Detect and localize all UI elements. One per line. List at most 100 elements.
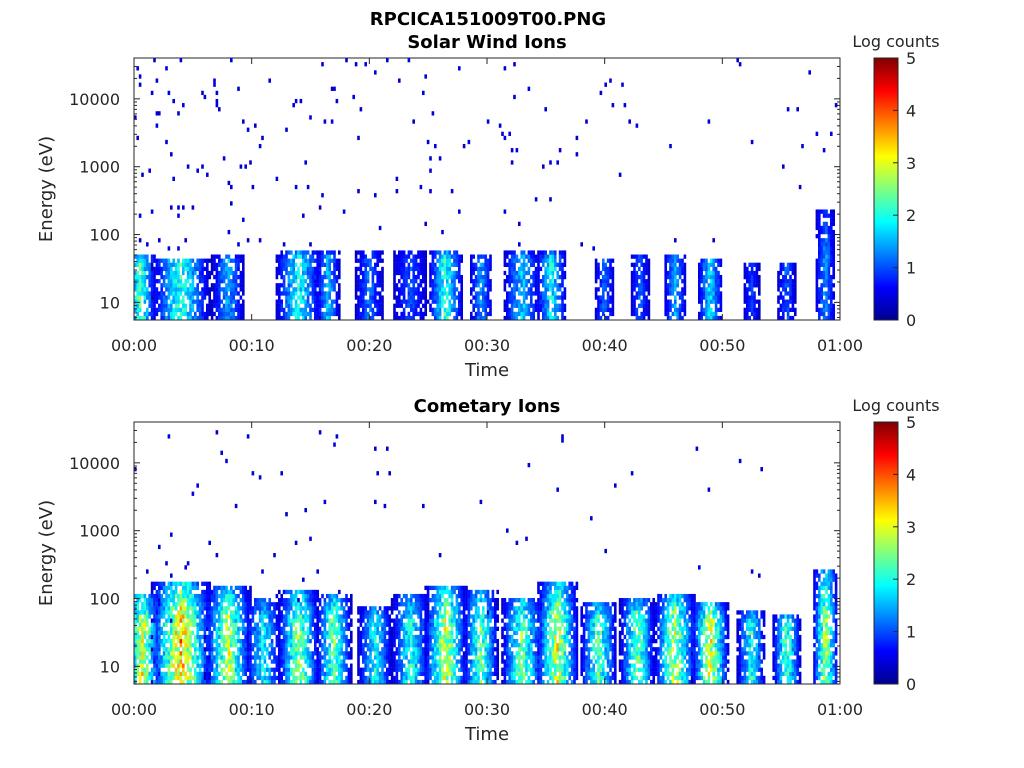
- spectrogram-cell: [786, 311, 790, 317]
- spectrogram-cell: [472, 270, 475, 276]
- spectrogram-cell: [611, 274, 615, 280]
- spectrogram-cell: [146, 266, 149, 272]
- spectrogram-cell: [594, 287, 598, 292]
- spectrogram-cell: [141, 622, 144, 627]
- spectrogram-cell: [182, 614, 185, 619]
- spectrogram-cell: [395, 262, 399, 267]
- spectrogram-cell: [263, 655, 267, 660]
- spectrogram-cell: [371, 643, 375, 648]
- spectrogram-cell: [208, 540, 211, 546]
- spectrogram-cell: [640, 258, 643, 263]
- spectrogram-cell: [664, 295, 667, 300]
- spectrogram-cell: [594, 266, 598, 272]
- spectrogram-cell: [405, 254, 408, 259]
- spectrogram-cell: [311, 291, 315, 296]
- spectrogram-cell: [424, 254, 427, 259]
- spectrogram-cell: [182, 651, 185, 656]
- spectrogram-cell: [455, 270, 459, 276]
- spectrogram-cell: [350, 634, 353, 640]
- spectrogram-cell: [153, 311, 156, 317]
- spectrogram-cell: [635, 315, 639, 321]
- spectrogram-cell: [213, 667, 216, 672]
- spectrogram-cell: [198, 598, 202, 603]
- spectrogram-cell: [141, 655, 144, 660]
- spectrogram-cell: [282, 254, 286, 259]
- spectrogram-cell: [340, 626, 343, 631]
- spectrogram-cell: [287, 279, 291, 284]
- spectrogram-cell: [702, 291, 706, 296]
- spectrogram-cell: [174, 614, 178, 619]
- spectrogram-cell: [474, 262, 478, 267]
- spectrogram-cell: [750, 270, 754, 276]
- spectrogram-cell: [750, 287, 754, 292]
- spectrogram-cell: [210, 614, 214, 619]
- spectrogram-cell: [354, 254, 358, 259]
- spectrogram-cell: [753, 274, 756, 280]
- spectrogram-cell: [242, 274, 245, 280]
- colorbar-tick-label: 5: [906, 49, 916, 68]
- spectrogram-cell: [369, 618, 372, 623]
- spectrogram-cell: [597, 303, 600, 308]
- spectrogram-cell: [386, 622, 389, 627]
- spectrogram-cell: [165, 589, 168, 595]
- spectrogram-cell: [438, 279, 442, 284]
- spectrogram-cell: [309, 606, 312, 611]
- spectrogram-cell: [707, 315, 711, 321]
- spectrogram-cell: [292, 598, 295, 603]
- spectrogram-cell: [640, 299, 643, 304]
- spectrogram-cell: [143, 593, 147, 599]
- spectrogram-cell: [681, 299, 684, 304]
- spectrogram-cell: [340, 634, 343, 640]
- spectrogram-cell: [710, 279, 713, 284]
- spectrogram-cell: [326, 274, 329, 280]
- spectrogram-cell: [218, 655, 221, 660]
- spectrogram-cell: [196, 295, 199, 300]
- spectrogram-cell: [354, 303, 358, 308]
- spectrogram-cell: [628, 119, 631, 124]
- spectrogram-cell: [170, 262, 173, 267]
- spectrogram-cell: [681, 291, 684, 296]
- spectrogram-cell: [683, 266, 687, 272]
- spectrogram-cell: [393, 287, 396, 292]
- spectrogram-cell: [141, 659, 144, 664]
- spectrogram-cell: [630, 287, 634, 292]
- spectrogram-cell: [326, 283, 329, 288]
- spectrogram-cell: [832, 254, 835, 259]
- spectrogram-cell: [671, 291, 675, 296]
- spectrogram-cell: [282, 618, 286, 623]
- spectrogram-cell: [758, 303, 761, 308]
- spectrogram-cell: [326, 630, 329, 636]
- spectrogram-cell: [150, 643, 154, 648]
- spectrogram-cell: [302, 643, 305, 648]
- spectrogram-cell: [210, 283, 214, 288]
- spectrogram-cell: [450, 279, 454, 284]
- spectrogram-cell: [364, 258, 367, 263]
- spectrogram-cell: [287, 295, 291, 300]
- spectrogram-cell: [302, 299, 305, 304]
- spectrogram-cell: [602, 287, 605, 292]
- spectrogram-cell: [167, 303, 171, 308]
- spectrogram-cell: [266, 626, 269, 631]
- spectrogram-cell: [429, 279, 432, 284]
- spectrogram-cell: [150, 254, 154, 259]
- spectrogram-cell: [386, 643, 389, 648]
- spectrogram-cell: [203, 94, 207, 100]
- spectrogram-cell: [158, 638, 161, 644]
- spectrogram-cell: [527, 307, 531, 313]
- spectrogram-cell: [503, 303, 507, 308]
- spectrogram-cell: [635, 291, 639, 296]
- spectrogram-cell: [474, 299, 478, 304]
- spectrogram-cell: [393, 307, 396, 313]
- spectrogram-cell: [186, 262, 190, 267]
- spectrogram-cell: [186, 618, 190, 623]
- spectrogram-cell: [213, 291, 216, 296]
- spectrogram-cell: [174, 307, 178, 313]
- spectrogram-cell: [148, 262, 151, 267]
- spectrogram-cell: [189, 667, 192, 672]
- spectrogram-cell: [206, 266, 209, 272]
- spectrogram-cell: [815, 225, 819, 231]
- spectrogram-cell: [554, 283, 557, 288]
- spectrogram-cell: [314, 643, 317, 648]
- spectrogram-cell: [309, 659, 312, 664]
- spectrogram-cell: [594, 262, 598, 267]
